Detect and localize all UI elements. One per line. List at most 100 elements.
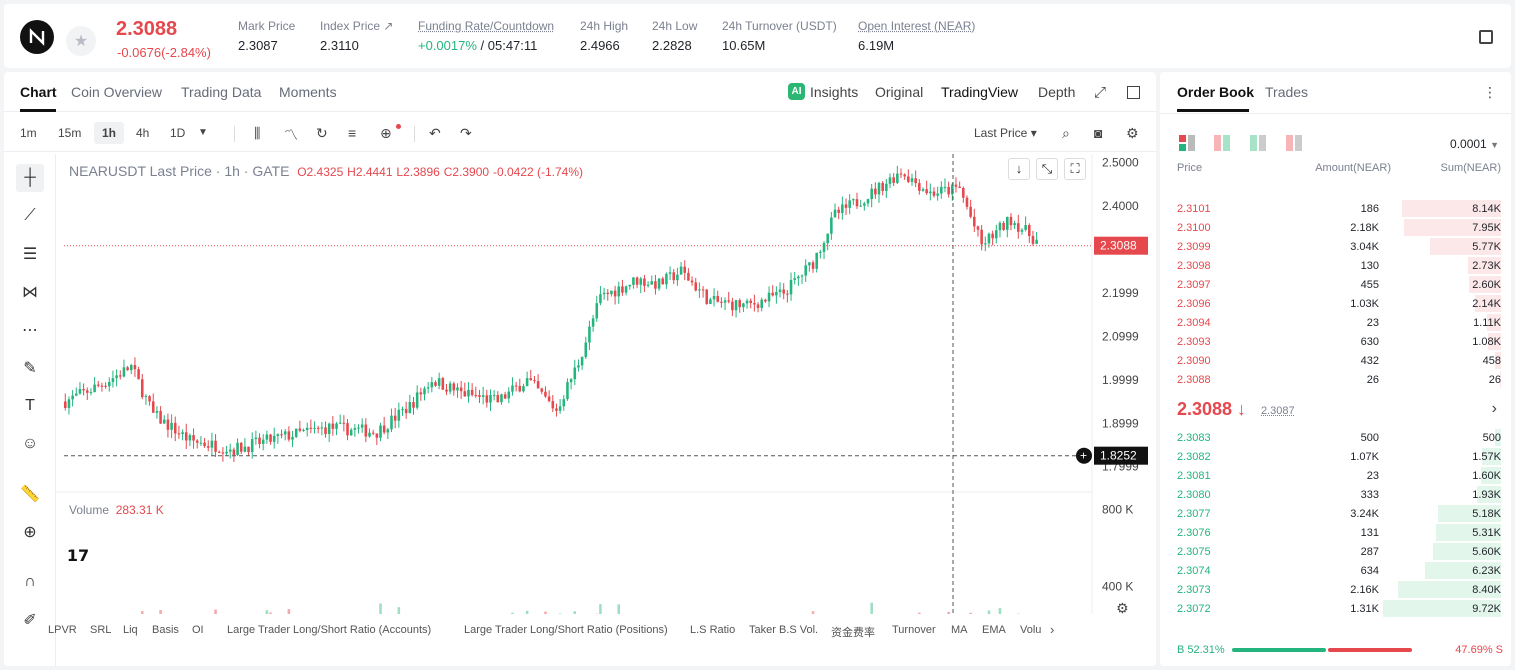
candle-body — [800, 275, 804, 277]
bid-row[interactable]: 2.3073 2.16K 8.40K — [1160, 580, 1511, 599]
emoji-tool-icon[interactable]: ☺ — [21, 435, 39, 452]
ask-row[interactable]: 2.3098 130 2.73K — [1160, 256, 1511, 275]
indicator-taker-vol[interactable]: Taker B.S Vol. — [749, 624, 819, 636]
tab-tradingview[interactable]: TradingView — [941, 84, 1019, 100]
collapse-icon[interactable]: ⤡ — [1036, 158, 1058, 180]
ask-row[interactable]: 2.3090 432 458 — [1160, 351, 1511, 370]
bid-row[interactable]: 2.3082 1.07K 1.57K — [1160, 447, 1511, 466]
view-bids-icon[interactable] — [1250, 135, 1266, 151]
tab-chart[interactable]: Chart — [20, 84, 57, 100]
horizontal-lines-tool-icon[interactable]: ☰ — [22, 246, 38, 263]
candle-body — [595, 303, 599, 319]
indicator-lpvr[interactable]: LPVR — [48, 624, 77, 636]
bid-row[interactable]: 2.3076 131 5.31K — [1160, 523, 1511, 542]
more-menu-icon[interactable]: ⋮ — [1483, 84, 1497, 100]
ask-row[interactable]: 2.3088 26 26 — [1160, 370, 1511, 389]
timeframe-1d[interactable]: 1D — [170, 126, 186, 140]
indicator-ls-ratio[interactable]: L.S Ratio — [690, 624, 736, 636]
bid-row[interactable]: 2.3075 287 5.60K — [1160, 542, 1511, 561]
tab-coin-overview[interactable]: Coin Overview — [71, 84, 163, 100]
text-tool-icon[interactable]: T — [25, 397, 35, 414]
candle-body — [1028, 225, 1031, 237]
refresh-icon[interactable]: ↻ — [316, 125, 328, 141]
tab-insights[interactable]: Insights — [810, 84, 859, 100]
pattern-tool-icon[interactable]: ⋈ — [22, 284, 38, 301]
precision-select[interactable]: 0.0001 ▼ — [1450, 137, 1499, 151]
timeframe-1m[interactable]: 1m — [20, 126, 37, 140]
ask-row[interactable]: 2.3100 2.18K 7.95K — [1160, 218, 1511, 237]
candlestick-chart[interactable]: 2.50002.40002.19992.09991.99991.89991.79… — [56, 154, 1156, 614]
tab-order-book[interactable]: Order Book — [1177, 84, 1255, 100]
search-icon[interactable]: ⌕ — [1062, 125, 1070, 141]
tab-moments[interactable]: Moments — [279, 84, 337, 100]
expand-icon[interactable]: ⤢ — [1094, 84, 1107, 101]
indicator-lt-positions[interactable]: Large Trader Long/Short Ratio (Positions… — [464, 624, 668, 636]
tab-trades[interactable]: Trades — [1265, 84, 1309, 100]
indicator-liq[interactable]: Liq — [123, 624, 138, 636]
ask-row[interactable]: 2.3094 23 1.11K — [1160, 313, 1511, 332]
undo-icon[interactable]: ↶ — [429, 125, 441, 141]
bid-row[interactable]: 2.3080 333 1.93K — [1160, 485, 1511, 504]
indicator-lt-accounts[interactable]: Large Trader Long/Short Ratio (Accounts) — [227, 624, 432, 636]
timeframe-1h[interactable]: 1h — [94, 122, 125, 144]
row-amount: 500 — [1360, 432, 1379, 444]
indicator-turnover[interactable]: Turnover — [892, 624, 936, 636]
candle-body — [148, 396, 151, 402]
redo-icon[interactable]: ↷ — [460, 125, 472, 141]
sell-ratio-bar — [1328, 648, 1412, 652]
indicators-icon[interactable]: 〽 — [284, 127, 298, 143]
axis-settings-icon[interactable]: ⚙ — [1116, 600, 1129, 616]
candle-body — [74, 393, 78, 396]
pen-tool-icon[interactable]: ✐ — [23, 612, 37, 629]
bid-row[interactable]: 2.3074 634 6.23K — [1160, 561, 1511, 580]
mid-chevron-right-icon[interactable]: › — [1491, 400, 1497, 417]
timeframe-4h[interactable]: 4h — [136, 126, 150, 140]
candle-type-icon[interactable]: ⫼ — [254, 125, 261, 141]
ask-row[interactable]: 2.3097 455 2.60K — [1160, 275, 1511, 294]
bid-row[interactable]: 2.3072 1.31K 9.72K — [1160, 599, 1511, 618]
scroll-down-icon[interactable]: ↓ — [1008, 158, 1030, 180]
tab-original[interactable]: Original — [875, 84, 924, 100]
ask-row[interactable]: 2.3099 3.04K 5.77K — [1160, 237, 1511, 256]
indicator-ema[interactable]: EMA — [982, 624, 1006, 636]
tab-depth[interactable]: Depth — [1038, 84, 1076, 100]
price-type-select[interactable]: Last Price ▾ — [974, 126, 1037, 140]
indicator-oi[interactable]: OI — [192, 624, 204, 636]
template-icon[interactable]: ≡ — [348, 125, 357, 141]
indicator-srl[interactable]: SRL — [90, 624, 112, 636]
crosshair-add-icon[interactable] — [1076, 447, 1092, 464]
trend-line-tool-icon[interactable]: ⟋ — [24, 207, 36, 224]
ask-row[interactable]: 2.3093 630 1.08K — [1160, 332, 1511, 351]
ask-row[interactable]: 2.3101 186 8.14K — [1160, 199, 1511, 218]
view-asks-icon[interactable] — [1286, 135, 1302, 151]
timeframe-15m[interactable]: 15m — [58, 126, 82, 140]
favorite-star-icon[interactable]: ★ — [66, 26, 96, 56]
bid-row[interactable]: 2.3081 23 1.60K — [1160, 466, 1511, 485]
document-icon[interactable] — [1479, 30, 1493, 44]
zoom-tool-icon[interactable]: ⊕ — [23, 524, 37, 541]
indicator-scroll-right-icon[interactable]: › — [1050, 622, 1055, 637]
magnet-tool-icon[interactable]: ∩ — [24, 573, 36, 590]
timeframe-dropdown-icon[interactable]: ▼ — [198, 127, 208, 138]
indicator-basis[interactable]: Basis — [152, 624, 179, 636]
bid-row[interactable]: 2.3077 3.24K 5.18K — [1160, 504, 1511, 523]
tab-trading-data[interactable]: Trading Data — [181, 84, 262, 100]
add-indicator-icon[interactable]: ⊕ — [380, 125, 392, 141]
camera-icon[interactable]: ◙ — [1094, 125, 1103, 141]
fib-tool-icon[interactable]: ⋯ — [22, 322, 38, 339]
candle-body — [382, 425, 386, 433]
indicator-funding[interactable]: 资金费率 — [831, 627, 875, 639]
ruler-tool-icon[interactable]: 📏 — [20, 486, 40, 503]
view-both-icon[interactable] — [1179, 135, 1195, 151]
fullscreen-icon[interactable]: ⛶ — [1064, 158, 1086, 180]
bid-row[interactable]: 2.3083 500 500 — [1160, 428, 1511, 447]
indicator-ma[interactable]: MA — [951, 624, 968, 636]
indicator-volume[interactable]: Volu — [1020, 624, 1042, 636]
stat-index-price[interactable]: Index Price ↗ 2.3110 — [320, 19, 394, 53]
view-split-icon[interactable] — [1214, 135, 1230, 151]
settings-gear-icon[interactable]: ⚙ — [1126, 125, 1139, 141]
crosshair-tool-icon[interactable]: ┼ — [16, 164, 44, 192]
ask-row[interactable]: 2.3096 1.03K 2.14K — [1160, 294, 1511, 313]
brush-tool-icon[interactable]: ✎ — [23, 360, 37, 377]
window-icon[interactable] — [1127, 86, 1140, 99]
